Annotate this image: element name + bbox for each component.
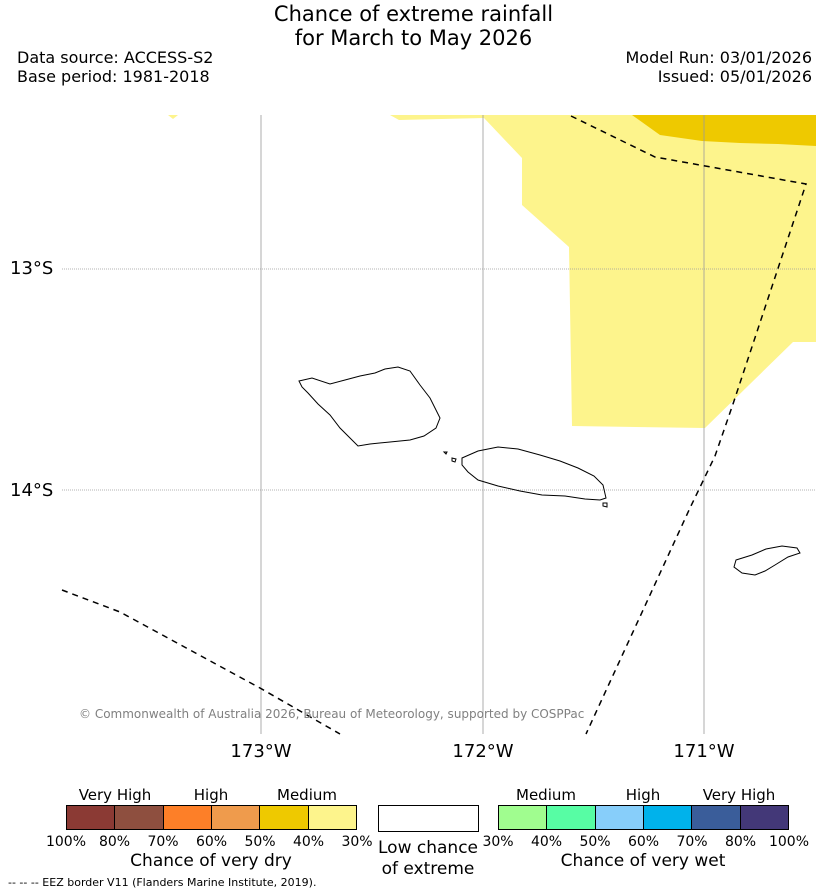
upolu-island [461,446,607,501]
wet-swatch-4 [692,806,741,829]
wet-colorbar [498,805,789,830]
lon-label-172w: 172°W [452,741,514,762]
dry-colorbar [66,805,357,830]
map-title: Chance of extreme rainfall for March to … [0,2,827,50]
wet-legend-title: Chance of very wet [560,851,726,871]
header-left: Data source: ACCESS-S2 Base period: 1981… [17,48,213,86]
data-source: Data source: ACCESS-S2 [17,48,214,67]
dry-swatch-0 [67,806,116,829]
wet-cat-medium: Medium [516,786,576,804]
issued-date: Issued: 05/01/2026 [657,67,812,86]
base-period: Base period: 1981-2018 [17,67,210,86]
dry-tick-label: 100% [45,834,87,850]
dry-tick-label: 70% [147,834,179,850]
wet-cat-high: High [625,786,661,804]
header-right: Model Run: 03/01/2026 Issued: 05/01/2026 [626,48,813,86]
savaii-island [298,366,441,447]
high-dry-region [632,115,816,146]
model-run: Model Run: 03/01/2026 [625,48,813,67]
gridlines [260,115,705,734]
dry-swatch-2 [163,806,212,829]
small-islet [451,457,457,463]
wet-tick-label: 60% [627,834,660,850]
low-chance-line-2: of extreme [381,859,475,879]
wet-tick-label: 70% [676,834,708,850]
dry-swatch-4 [260,806,309,829]
dry-cat-high: High [193,786,229,804]
medium-dry-region [390,115,816,428]
lat-label-13s: 13°S [10,258,54,279]
eez-borders [61,115,807,735]
wet-tick-label: 100% [768,834,810,850]
dry-tick-label: 30% [341,834,373,850]
wet-swatch-3 [643,806,693,829]
dry-cat-medium: Medium [277,786,337,804]
copyright-notice: © Commonwealth of Australia 2026, Bureau… [79,707,585,721]
wet-swatch-0 [499,806,548,829]
title-line-2: for March to May 2026 [294,26,533,50]
lat-label-14s: 14°S [10,480,54,501]
map-panel [61,115,816,735]
tutuila-island [733,545,801,576]
wet-cat-very-high: Very High [702,786,776,804]
wet-tick-label: 30% [482,834,514,850]
dry-legend-title: Chance of very dry [130,851,292,871]
coastlines [298,366,801,576]
low-chance-label: Low chance of extreme [366,838,490,880]
dry-cat-very-high: Very High [78,786,152,804]
medium-dry-region-small [168,115,178,119]
upolu-tip [602,502,608,508]
wet-tick-label: 80% [724,834,757,850]
wet-swatch-5 [740,806,788,829]
dry-swatch-5 [308,806,356,829]
parallels [62,268,816,491]
dry-tick-label: 40% [292,834,325,850]
title-line-1: Chance of extreme rainfall [273,2,554,26]
lon-label-173w: 173°W [230,741,292,762]
low-chance-line-1: Low chance [378,838,478,858]
apolima-manono-islet [442,451,448,455]
low-chance-swatch [378,805,479,832]
dry-tick-label: 80% [98,834,131,850]
wet-swatch-1 [547,806,596,829]
dry-swatch-1 [115,806,164,829]
dry-swatch-3 [211,806,261,829]
wet-tick-label: 50% [579,834,611,850]
eez-border-north [570,115,807,735]
lon-label-171w: 171°W [673,741,735,762]
eez-footnote: -- -- -- EEZ border V11 (Flanders Marine… [8,876,317,889]
dry-tick-label: 50% [244,834,276,850]
wet-swatch-2 [595,806,644,829]
wet-tick-label: 40% [530,834,563,850]
dry-tick-label: 60% [195,834,228,850]
